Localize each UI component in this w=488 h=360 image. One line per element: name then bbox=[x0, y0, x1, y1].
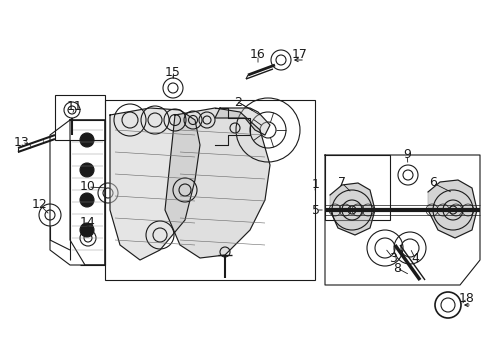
Circle shape bbox=[80, 223, 94, 237]
Circle shape bbox=[80, 193, 94, 207]
Text: 6: 6 bbox=[428, 176, 436, 189]
Text: 5: 5 bbox=[311, 203, 319, 216]
Text: 15: 15 bbox=[165, 67, 181, 80]
Text: 13: 13 bbox=[14, 135, 30, 148]
Text: 17: 17 bbox=[291, 49, 307, 62]
Bar bbox=[325, 155, 389, 220]
Bar bbox=[55, 95, 105, 140]
Circle shape bbox=[84, 167, 90, 173]
Text: 8: 8 bbox=[392, 261, 400, 274]
Circle shape bbox=[80, 133, 94, 147]
Text: 7: 7 bbox=[337, 176, 346, 189]
Text: 9: 9 bbox=[402, 148, 410, 162]
Polygon shape bbox=[329, 183, 374, 235]
Text: 11: 11 bbox=[67, 100, 82, 113]
Text: 1: 1 bbox=[311, 179, 319, 192]
Text: 3: 3 bbox=[388, 252, 396, 265]
Bar bbox=[105, 100, 314, 280]
Text: 12: 12 bbox=[32, 198, 48, 211]
Text: 4: 4 bbox=[410, 252, 418, 265]
Polygon shape bbox=[110, 108, 200, 260]
Text: 18: 18 bbox=[458, 292, 474, 305]
Polygon shape bbox=[164, 108, 269, 258]
Text: 2: 2 bbox=[234, 95, 242, 108]
Circle shape bbox=[84, 137, 90, 143]
Circle shape bbox=[80, 163, 94, 177]
Polygon shape bbox=[215, 108, 269, 135]
Text: 10: 10 bbox=[80, 180, 96, 194]
Polygon shape bbox=[427, 180, 476, 238]
Circle shape bbox=[84, 227, 90, 233]
Circle shape bbox=[84, 197, 90, 203]
Text: 14: 14 bbox=[80, 216, 96, 229]
Text: 16: 16 bbox=[250, 49, 265, 62]
